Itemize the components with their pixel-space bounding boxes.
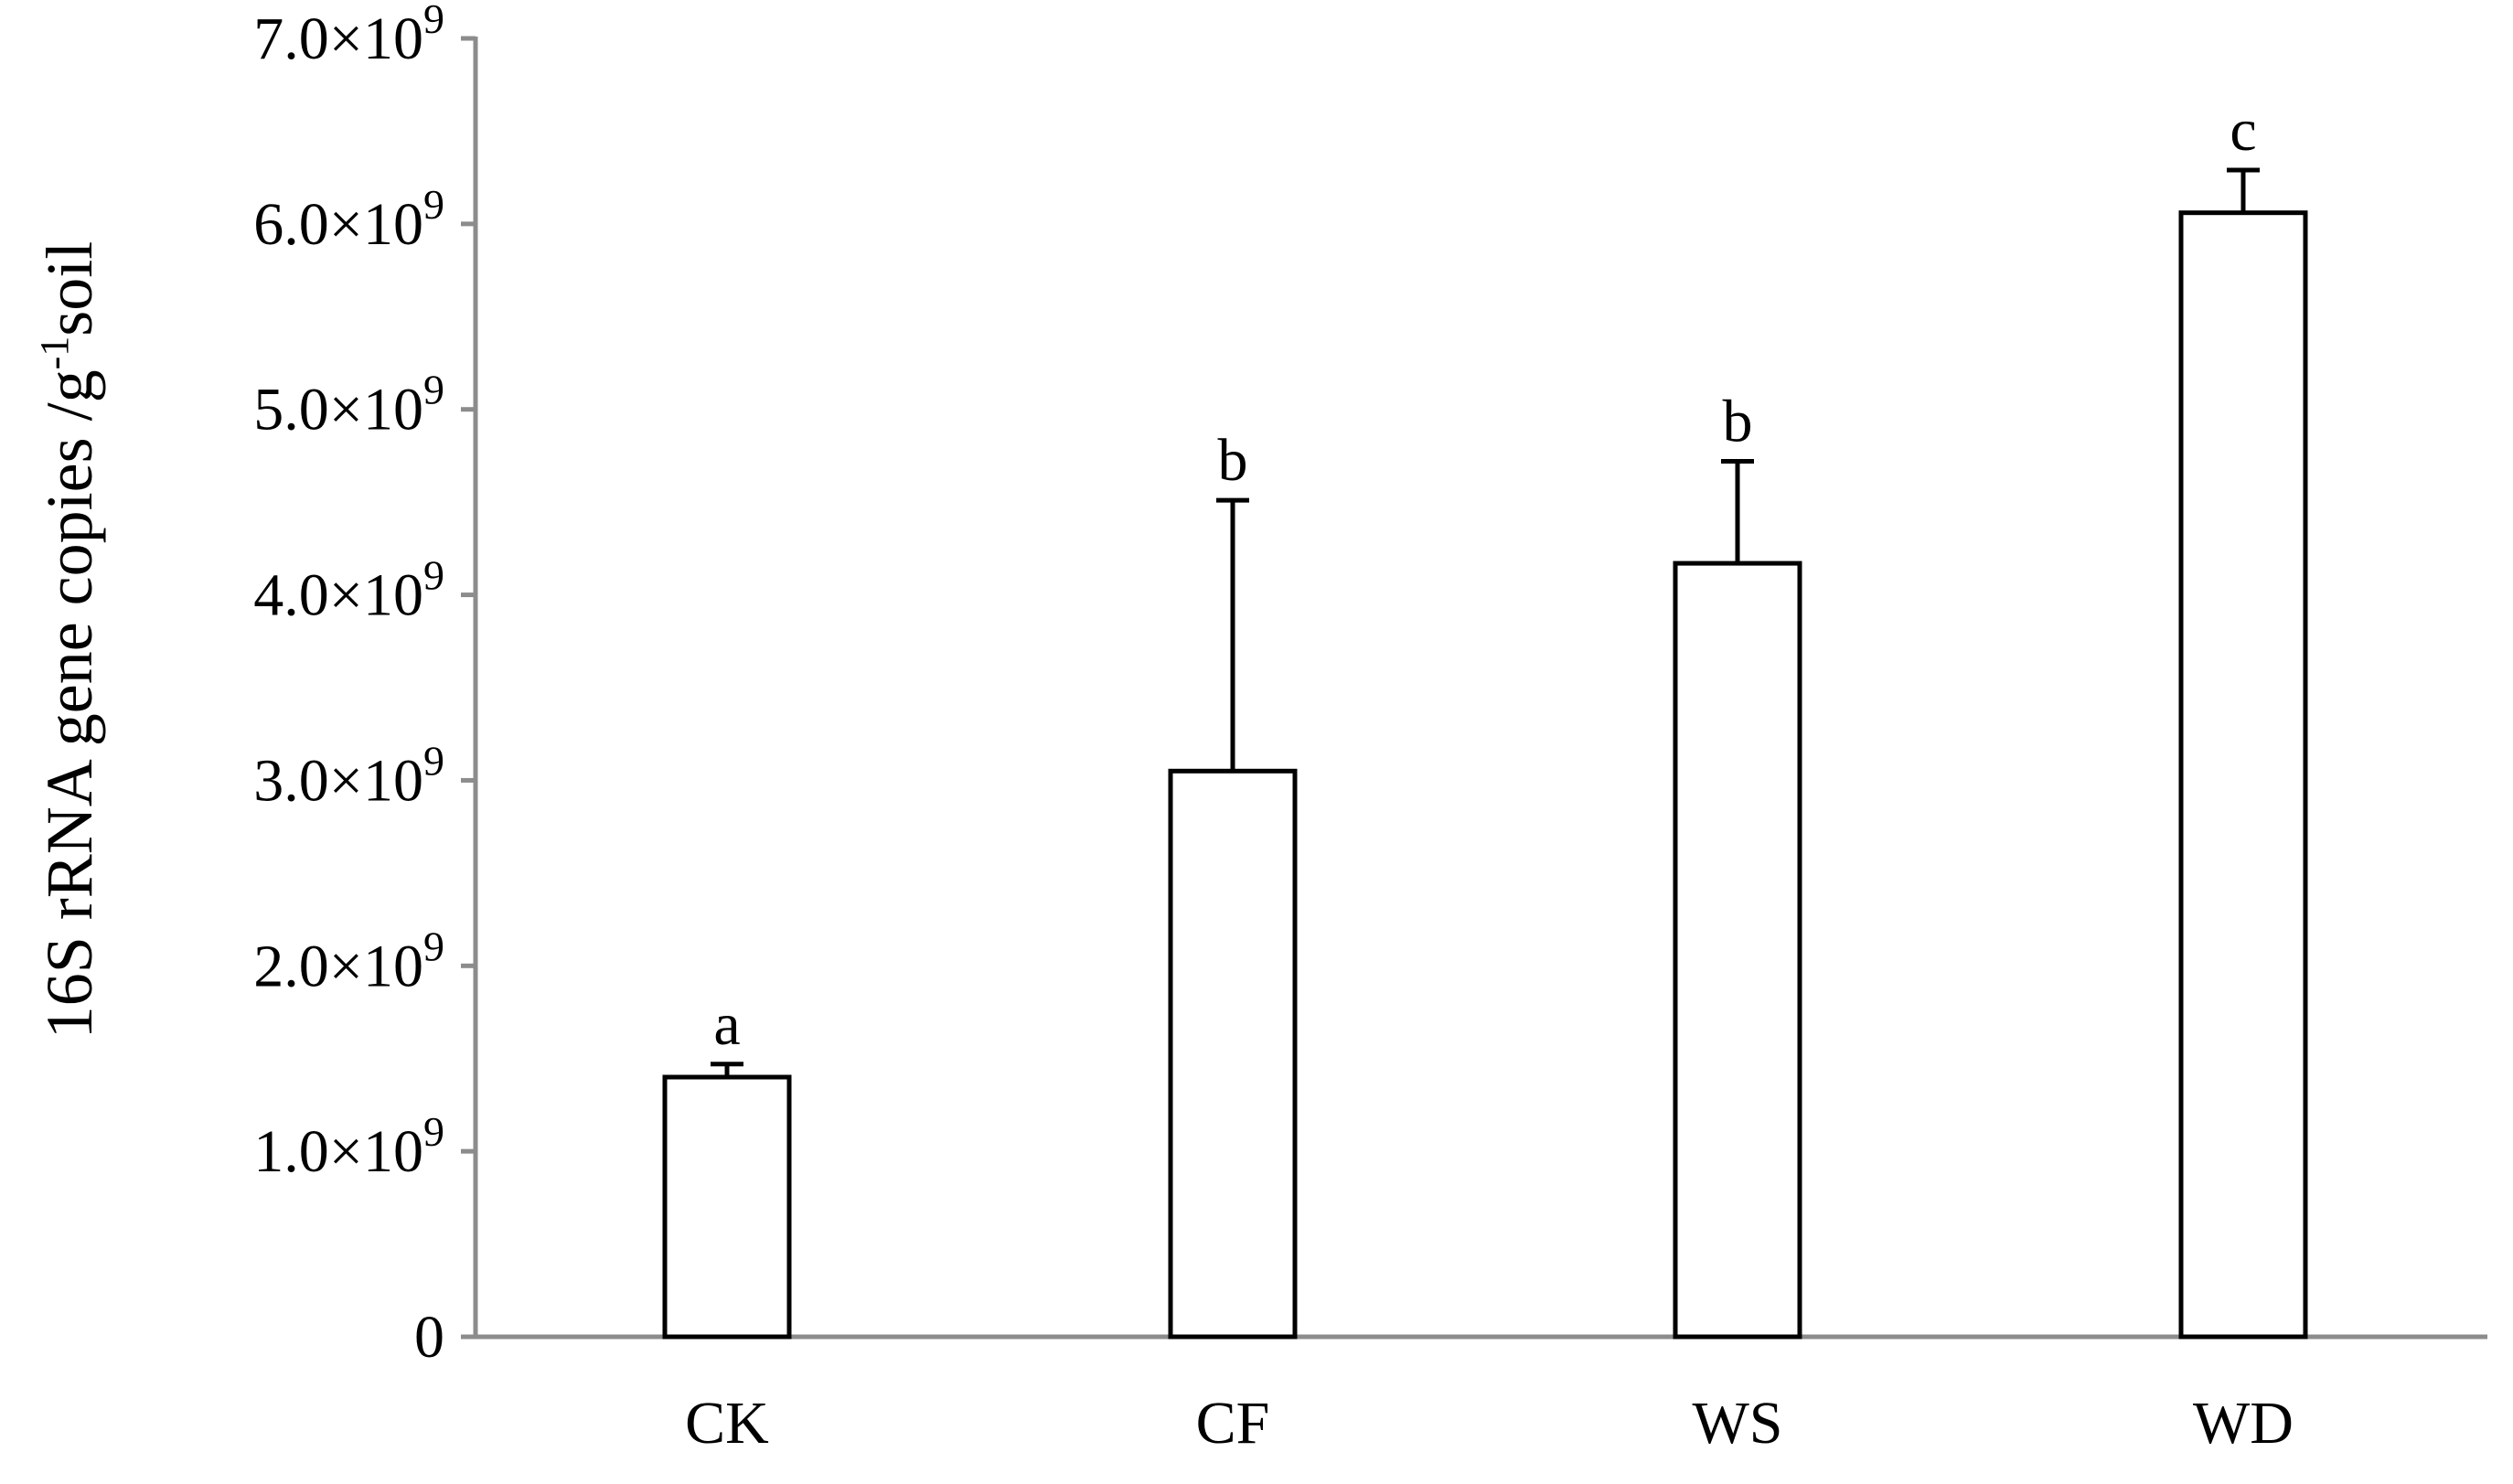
y-tick-label: 6.0×109	[253, 181, 444, 258]
bar-CK	[662, 1074, 792, 1340]
y-axis-title-main: 16S rRNA gene copies /g	[33, 369, 106, 1039]
y-tick-label: 7.0×109	[253, 0, 444, 72]
significance-label-CF: b	[1218, 427, 1248, 494]
y-tick-label: 2.0×109	[253, 923, 444, 999]
svg-text:16S rRNA gene copies /g-1soil: 16S rRNA gene copies /g-1soil	[32, 241, 106, 1040]
significance-label-WS: b	[1723, 389, 1753, 455]
x-tick-label-WD: WD	[2193, 1390, 2294, 1457]
x-tick-label-WS: WS	[1693, 1390, 1783, 1457]
y-tick-label: 4.0×109	[253, 552, 444, 629]
y-axis-title: 16S rRNA gene copies /g-1soil	[32, 241, 106, 1040]
bar-WS	[1673, 561, 1802, 1340]
significance-label-CK: a	[713, 991, 740, 1058]
y-tick-label: 0	[414, 1304, 444, 1371]
bar-CF	[1168, 768, 1298, 1340]
y-axis-title-sup: -1	[32, 336, 77, 370]
significance-label-WD: c	[2230, 97, 2256, 164]
x-tick-label-CF: CF	[1196, 1390, 1270, 1457]
y-tick-label: 5.0×109	[253, 367, 444, 443]
y-tick-label: 1.0×109	[253, 1108, 444, 1185]
x-tick-label-CK: CK	[685, 1390, 769, 1457]
y-axis-title-tail: soil	[33, 241, 106, 336]
y-tick-label: 3.0×109	[253, 737, 444, 814]
bar-WD	[2178, 210, 2308, 1340]
